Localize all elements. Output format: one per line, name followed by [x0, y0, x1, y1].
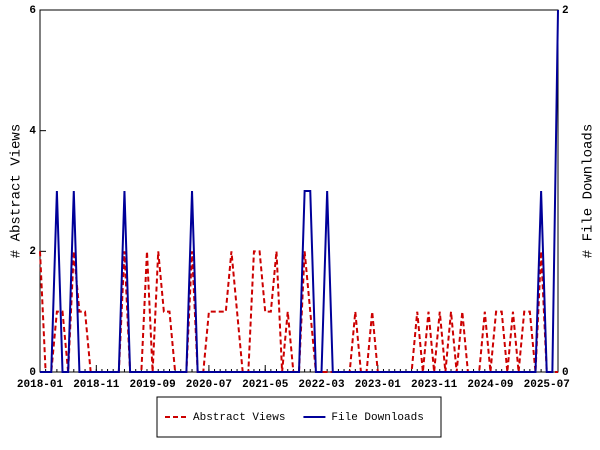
- x-tick-label: 2021-05: [242, 379, 289, 391]
- plot-frame: [39, 9, 559, 373]
- legend-label: File Downloads: [331, 412, 423, 424]
- legend-box: [156, 396, 442, 438]
- y-tick-label: 4: [29, 126, 36, 138]
- x-tick-label: 2018-01: [17, 379, 64, 391]
- x-tick-label: 2023-11: [411, 379, 458, 391]
- y-tick-label: 0: [29, 367, 36, 379]
- y2-tick-label: 2: [562, 5, 569, 17]
- x-tick-label: 2020-07: [186, 379, 232, 391]
- y-tick-label: 2: [29, 246, 36, 258]
- y-tick-label: 6: [29, 5, 36, 17]
- y2-axis-label: # File Downloads: [581, 124, 597, 258]
- y2-tick-label: 0: [562, 367, 569, 379]
- x-tick-label: 2018-11: [73, 379, 120, 391]
- y-axis-label: # Abstract Views: [9, 124, 25, 258]
- x-tick-label: 2022-03: [298, 379, 345, 391]
- x-tick-label: 2025-07: [524, 379, 570, 391]
- x-tick-label: 2024-09: [467, 379, 513, 391]
- x-tick-label: 2023-01: [355, 379, 402, 391]
- legend-label: Abstract Views: [193, 412, 285, 424]
- x-tick-label: 2019-09: [129, 379, 175, 391]
- series-line: [39, 250, 558, 373]
- series-line: [40, 9, 559, 373]
